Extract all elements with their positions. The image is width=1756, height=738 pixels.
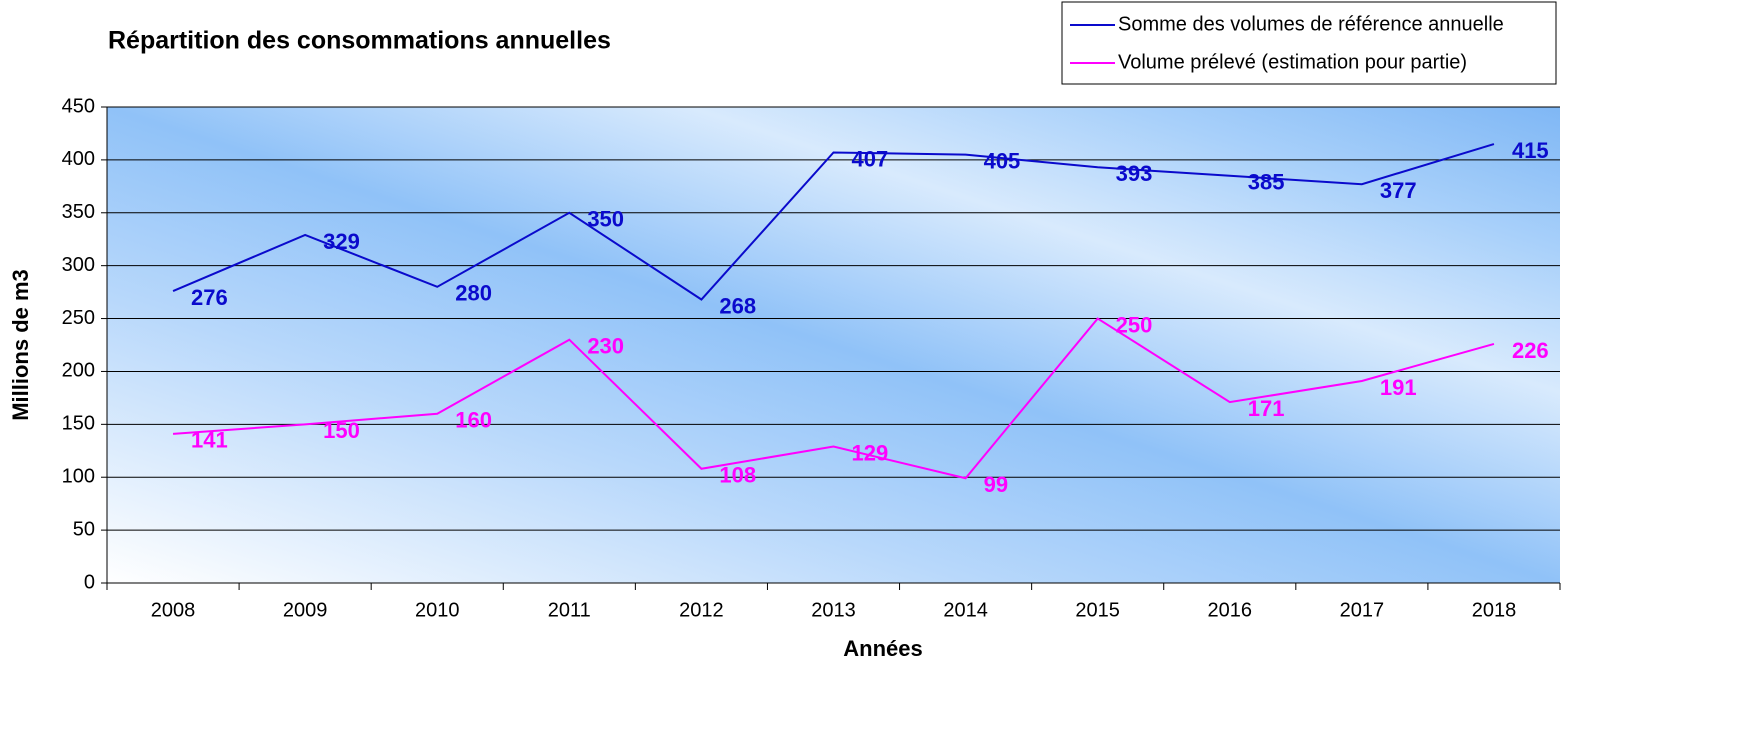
data-label: 171 (1248, 396, 1285, 421)
x-tick-label: 2012 (679, 599, 724, 621)
data-label: 405 (984, 148, 1021, 173)
data-label: 280 (455, 281, 492, 306)
x-tick-label: 2013 (811, 599, 856, 621)
legend-label: Somme des volumes de référence annuelle (1118, 13, 1504, 35)
x-axis-title: Années (843, 636, 922, 661)
series-line (172, 143, 1495, 301)
x-tick-label: 2017 (1340, 599, 1385, 621)
data-label: 160 (455, 408, 492, 433)
data-label: 377 (1380, 178, 1417, 203)
data-label: 276 (191, 285, 228, 310)
data-label: 350 (587, 207, 624, 232)
y-tick-label: 50 (73, 518, 95, 540)
data-label: 230 (587, 334, 624, 359)
data-label: 407 (852, 146, 889, 171)
y-tick-label: 450 (62, 95, 95, 117)
data-label: 268 (719, 293, 756, 318)
data-label: 150 (323, 418, 360, 443)
legend-box (1061, 1, 1557, 85)
legend-label: Volume prélevé (estimation pour partie) (1118, 51, 1467, 73)
y-tick-label: 100 (62, 466, 95, 488)
y-tick-label: 350 (62, 201, 95, 223)
data-label: 415 (1512, 138, 1549, 163)
y-axis-title: Millions de m3 (8, 269, 33, 421)
data-label: 385 (1248, 170, 1285, 195)
x-tick-label: 2015 (1075, 599, 1120, 621)
data-label: 393 (1116, 161, 1153, 186)
plot-area (107, 107, 1560, 583)
x-tick-label: 2011 (548, 599, 591, 621)
y-tick-label: 400 (62, 148, 95, 170)
series-line (172, 317, 1495, 480)
y-tick-label: 250 (62, 307, 95, 329)
data-label: 129 (852, 440, 889, 465)
data-label: 141 (191, 428, 228, 453)
y-tick-label: 200 (62, 360, 95, 382)
y-tick-label: 0 (84, 571, 95, 593)
x-tick-label: 2009 (283, 599, 328, 621)
chart-title: Répartition des consommations annuelles (108, 27, 611, 55)
x-tick-label: 2010 (415, 599, 460, 621)
x-tick-label: 2014 (943, 599, 988, 621)
y-tick-label: 150 (62, 413, 95, 435)
data-label: 226 (1512, 338, 1549, 363)
data-label: 191 (1380, 375, 1417, 400)
data-label: 99 (984, 472, 1008, 497)
data-label: 108 (719, 463, 756, 488)
data-label: 329 (323, 229, 360, 254)
y-tick-label: 300 (62, 254, 95, 276)
x-tick-label: 2018 (1472, 599, 1517, 621)
x-tick-label: 2016 (1208, 599, 1253, 621)
x-tick-label: 2008 (151, 599, 196, 621)
data-label: 250 (1116, 312, 1153, 337)
